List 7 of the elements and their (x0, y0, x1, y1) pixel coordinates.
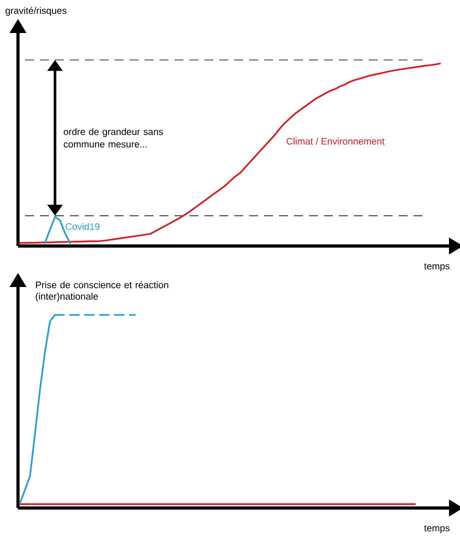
annotation: ordre de grandeur sans commune mesure... (64, 128, 163, 148)
series-label: Climat / Environnement (286, 138, 384, 145)
series-label: Covid19 (66, 223, 100, 230)
x-axis-title: temps (424, 525, 450, 534)
y-axis-title: gravité/risques (6, 6, 66, 16)
x-axis-title: temps (424, 263, 450, 272)
y-axis-title: Prise de conscience et réaction (inter)nationale (36, 281, 168, 302)
